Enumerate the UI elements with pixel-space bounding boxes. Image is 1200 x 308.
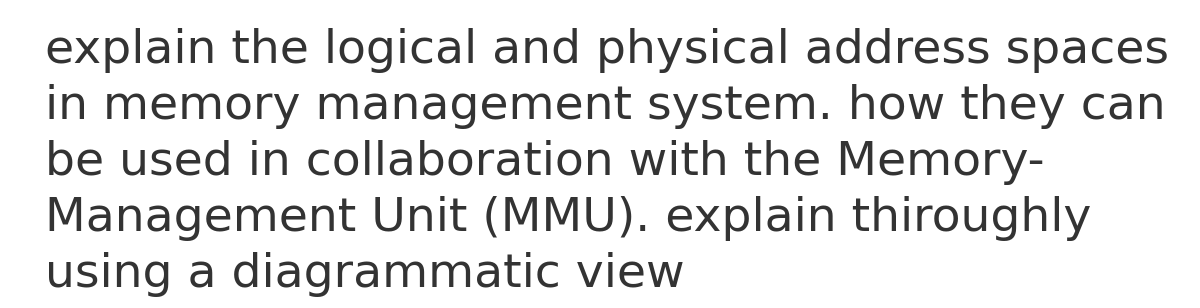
- Text: explain the logical and physical address spaces: explain the logical and physical address…: [46, 28, 1169, 73]
- Text: be used in collaboration with the Memory-: be used in collaboration with the Memory…: [46, 140, 1044, 185]
- Text: Management Unit (MMU). explain thiroughly: Management Unit (MMU). explain thiroughl…: [46, 196, 1091, 241]
- Text: in memory management system. how they can: in memory management system. how they ca…: [46, 84, 1165, 129]
- Text: using a diagrammatic view: using a diagrammatic view: [46, 252, 685, 297]
